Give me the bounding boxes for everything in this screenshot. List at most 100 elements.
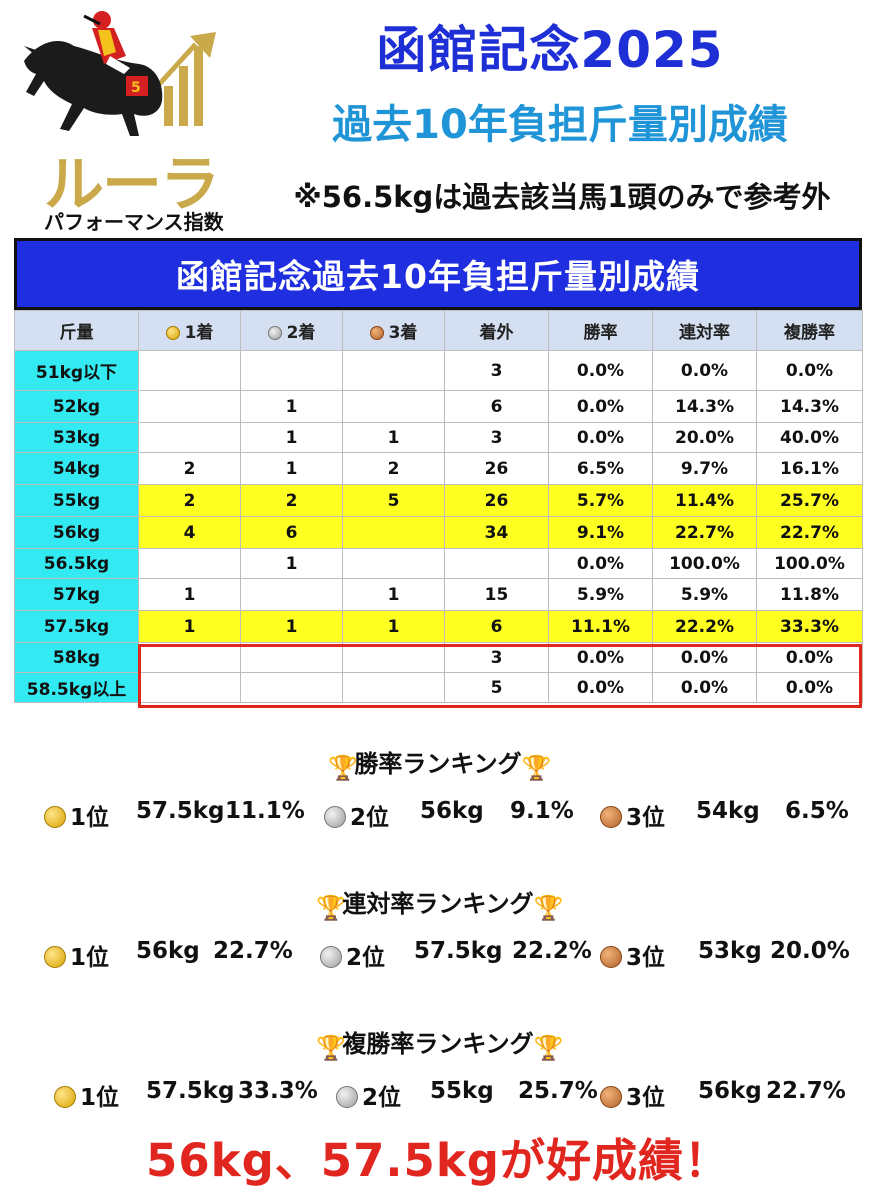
- gold-medal-icon: [44, 946, 66, 968]
- table-cell: 6.5%: [548, 452, 653, 485]
- table-cell: [138, 390, 241, 423]
- table-row: 52kg 1 6 0.0% 14.3% 14.3%: [14, 390, 863, 423]
- logo: 5 ルーラ パフォーマンス指数: [14, 6, 224, 234]
- rank-weight: 57.5kg: [136, 798, 225, 824]
- rank-value: 22.7%: [766, 1078, 846, 1104]
- table-cell: 6: [240, 516, 343, 549]
- table-cell: 1: [342, 422, 445, 453]
- rank-value: 22.2%: [512, 938, 592, 964]
- rank-weight: 57.5kg: [414, 938, 503, 964]
- rank-label: 1位: [44, 938, 109, 972]
- note-text: ※56.5kgは過去該当馬1頭のみで参考外: [293, 180, 831, 214]
- header-first: 1着: [138, 310, 241, 351]
- weight-cell: 58kg: [14, 642, 139, 673]
- table-cell: 0.0%: [652, 350, 757, 391]
- table-row: 56kg 4 6 34 9.1% 22.7% 22.7%: [14, 516, 863, 549]
- table-cell: 5.9%: [548, 578, 653, 611]
- rank-label: 2位: [320, 938, 385, 972]
- header-weight: 斤量: [14, 310, 139, 351]
- table-cell: 1: [240, 390, 343, 423]
- conclusion-text: 56kg、57.5kgが好成績！: [146, 1134, 730, 1187]
- table-cell: 3: [444, 642, 549, 673]
- table-cell: 2: [240, 484, 343, 517]
- table-cell: 34: [444, 516, 549, 549]
- table-cell: [138, 672, 241, 703]
- rank-weight: 56kg: [420, 798, 484, 824]
- table-cell: 26: [444, 452, 549, 485]
- table-row: 53kg 1 1 3 0.0% 20.0% 40.0%: [14, 422, 863, 453]
- table-cell: 11.1%: [548, 610, 653, 643]
- table-row: 57.5kg 1 1 1 6 11.1% 22.2% 33.3%: [14, 610, 863, 643]
- trophy-icon: 🏆: [328, 754, 359, 782]
- table-cell: 26: [444, 484, 549, 517]
- table-cell: [240, 642, 343, 673]
- rank-label: 2位: [324, 798, 389, 832]
- table-cell: [444, 548, 549, 579]
- table-cell: 0.0%: [548, 548, 653, 579]
- rank-value: 6.5%: [785, 798, 849, 824]
- table-row: 58kg 3 0.0% 0.0% 0.0%: [14, 642, 863, 673]
- results-table: 斤量 1着 2着 3着 着外 勝率 連対率 複勝率 51kg以下 3 0.0% 0.0…: [14, 310, 863, 703]
- table-cell: 3: [444, 422, 549, 453]
- rank-value: 11.1%: [225, 798, 305, 824]
- silver-medal-icon: [324, 806, 346, 828]
- table-cell: 40.0%: [756, 422, 863, 453]
- weight-cell: 52kg: [14, 390, 139, 423]
- table-cell: [342, 350, 445, 391]
- trophy-icon: 🏆: [316, 1034, 347, 1062]
- table-cell: 22.2%: [652, 610, 757, 643]
- table-cell: [240, 350, 343, 391]
- weight-cell: 56.5kg: [14, 548, 139, 579]
- header-top3-rate: 複勝率: [756, 310, 863, 351]
- weight-cell: 57.5kg: [14, 610, 139, 643]
- table-cell: [342, 516, 445, 549]
- table-cell: 1: [138, 578, 241, 611]
- silver-medal-icon: [267, 326, 282, 340]
- ranking-title-top3: 🏆複勝率ランキング🏆: [316, 1030, 564, 1062]
- table-row: 58.5kg以上 5 0.0% 0.0% 0.0%: [14, 672, 863, 703]
- header-top2-rate: 連対率: [652, 310, 757, 351]
- table-cell: 22.7%: [756, 516, 863, 549]
- header-win-rate: 勝率: [548, 310, 653, 351]
- page-title: 函館記念2025: [376, 21, 724, 79]
- rank-weight: 55kg: [430, 1078, 494, 1104]
- table-cell: 14.3%: [756, 390, 863, 423]
- table-cell: 11.4%: [652, 484, 757, 517]
- weight-cell: 53kg: [14, 422, 139, 453]
- rank-label: 3位: [600, 1078, 665, 1112]
- trophy-icon: 🏆: [533, 1034, 564, 1062]
- table-cell: 11.8%: [756, 578, 863, 611]
- table-cell: [138, 642, 241, 673]
- table-title-bar: 函館記念過去10年負担斤量別成績: [14, 238, 862, 310]
- table-cell: [240, 672, 343, 703]
- table-cell: 3: [444, 350, 549, 391]
- table-cell: 9.1%: [548, 516, 653, 549]
- silver-medal-icon: [320, 946, 342, 968]
- horse-jockey-icon: 5: [24, 11, 216, 136]
- logo-subtitle: パフォーマンス指数: [44, 210, 224, 234]
- trophy-icon: 🏆: [316, 894, 347, 922]
- rank-label: 2位: [336, 1078, 401, 1112]
- rank-value: 22.7%: [213, 938, 293, 964]
- table-cell: 0.0%: [652, 642, 757, 673]
- logo-name: ルーラ: [44, 150, 220, 220]
- table-cell: 1: [240, 610, 343, 643]
- table-cell: 1: [240, 452, 343, 485]
- trophy-icon: 🏆: [533, 894, 564, 922]
- table-cell: [342, 390, 445, 423]
- table-row: 51kg以下 3 0.0% 0.0% 0.0%: [14, 350, 863, 391]
- table-cell: 1: [240, 422, 343, 453]
- weight-cell: 51kg以下: [14, 350, 139, 391]
- rank-weight: 53kg: [698, 938, 762, 964]
- table-cell: 15: [444, 578, 549, 611]
- rank-value: 33.3%: [238, 1078, 318, 1104]
- rank-label: 3位: [600, 798, 665, 832]
- table-cell: 0.0%: [548, 672, 653, 703]
- gold-medal-icon: [54, 1086, 76, 1108]
- table-cell: 1: [342, 578, 445, 611]
- weight-cell: 54kg: [14, 452, 139, 485]
- ranking-title-top2: 🏆連対率ランキング🏆: [316, 890, 564, 922]
- table-cell: 0.0%: [756, 642, 863, 673]
- table-cell: 0.0%: [548, 422, 653, 453]
- rank-weight: 57.5kg: [146, 1078, 235, 1104]
